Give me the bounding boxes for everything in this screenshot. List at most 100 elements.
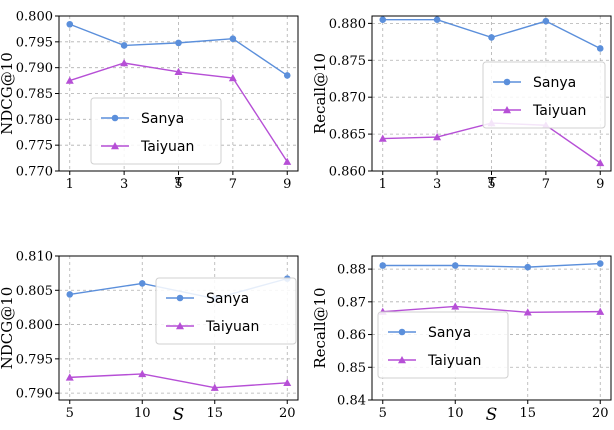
legend-marker-sanya <box>176 294 184 302</box>
plot-frame <box>371 255 612 401</box>
y-tick-label: 0.810 <box>16 250 53 265</box>
y-tick-label: 0.785 <box>16 87 53 102</box>
legend-label-taiyuan: Taiyuan <box>140 139 194 155</box>
data-point-taiyuan <box>523 308 532 316</box>
y-tick-label: 0.795 <box>16 352 53 367</box>
y-tick-label: 0.875 <box>329 54 366 69</box>
y-tick-label: 0.865 <box>329 128 366 143</box>
x-tick-label: 9 <box>283 177 291 192</box>
y-tick-label: 0.860 <box>329 165 366 180</box>
x-tick-label: 7 <box>542 177 550 192</box>
legend-marker-taiyuan <box>503 106 511 114</box>
data-point-taiyuan <box>65 76 74 84</box>
data-point-sanya <box>229 35 237 43</box>
data-point-sanya <box>379 16 387 23</box>
data-point-sanya <box>66 20 74 28</box>
legend-box <box>377 311 509 379</box>
data-point-taiyuan <box>138 369 147 378</box>
data-point-taiyuan <box>596 307 605 315</box>
data-point-sanya <box>138 280 146 287</box>
data-point-sanya <box>66 291 74 298</box>
y-tick-label: 0.88 <box>337 263 366 278</box>
data-point-taiyuan <box>283 378 292 387</box>
legend-label-taiyuan: Taiyuan <box>427 353 481 369</box>
data-point-taiyuan <box>433 133 442 141</box>
data-point-sanya <box>120 42 128 49</box>
x-tick-label: 9 <box>596 177 604 192</box>
legend-marker-sanya <box>398 328 406 336</box>
panel-p1: 0.770 0.775 0.780 0.785 0.790 0.795 0.800 1 3 5 7 9… <box>0 10 299 192</box>
y-tick-label: 0.87 <box>337 295 366 310</box>
legend: Sanya Taiyuan <box>90 97 222 165</box>
legend-box <box>155 277 297 345</box>
x-axis-label: S <box>173 405 185 425</box>
data-point-taiyuan <box>174 67 183 75</box>
y-axis-label: NDCG@10 <box>0 287 16 370</box>
x-tick-label: 5 <box>174 177 182 192</box>
legend-label-sanya: Sanya <box>428 325 471 341</box>
y-tick-label: 0.800 <box>16 318 53 333</box>
legend-marker-sanya <box>111 114 119 122</box>
data-point-taiyuan <box>120 59 129 67</box>
data-point-taiyuan <box>283 157 292 165</box>
plot-frame <box>58 255 299 401</box>
data-point-sanya <box>379 262 387 269</box>
x-axis-label: τ <box>174 171 184 191</box>
y-axis-label: Recall@10 <box>311 287 329 368</box>
y-tick-label: 0.84 <box>337 394 366 409</box>
x-tick-label: 7 <box>229 177 237 192</box>
y-axis-label: Recall@10 <box>311 53 329 134</box>
x-tick-label: 20 <box>592 406 609 421</box>
data-point-sanya <box>451 262 459 269</box>
y-tick-label: 0.800 <box>16 10 53 25</box>
legend-box <box>482 61 606 129</box>
y-tick-label: 0.85 <box>337 361 366 376</box>
x-tick-label: 5 <box>379 406 387 421</box>
y-tick-label: 0.870 <box>329 91 366 106</box>
x-tick-label: 5 <box>487 177 495 192</box>
panel-p4: 0.84 0.85 0.86 0.87 0.88 5 10 15 20 S Recall@10 San… <box>311 255 612 425</box>
legend: Sanya Taiyuan <box>482 61 606 129</box>
y-tick-label: 0.86 <box>337 328 366 343</box>
legend-label-sanya: Sanya <box>141 111 184 127</box>
data-point-taiyuan <box>596 158 605 167</box>
data-point-taiyuan <box>65 373 74 381</box>
data-point-sanya <box>283 72 291 79</box>
legend-marker-taiyuan <box>111 142 119 150</box>
x-tick-label: 5 <box>66 406 74 421</box>
legend-label-sanya: Sanya <box>533 75 576 91</box>
x-tick-label: 1 <box>379 177 387 192</box>
x-tick-label: 20 <box>279 406 296 421</box>
legend-label-taiyuan: Taiyuan <box>532 103 586 119</box>
x-tick-label: 3 <box>433 177 441 192</box>
series-line-taiyuan <box>382 305 601 313</box>
legend-label-sanya: Sanya <box>206 291 249 307</box>
x-tick-label: 15 <box>519 406 536 421</box>
x-tick-label: 1 <box>66 177 74 192</box>
data-point-taiyuan <box>378 134 387 142</box>
data-point-sanya <box>433 16 441 23</box>
x-tick-label: 15 <box>206 406 223 421</box>
legend: Sanya Taiyuan <box>155 277 297 345</box>
legend-label-taiyuan: Taiyuan <box>205 319 259 335</box>
legend-marker-taiyuan <box>398 356 406 364</box>
series-line-taiyuan <box>69 373 288 389</box>
data-point-taiyuan <box>451 302 460 310</box>
y-tick-label: 0.780 <box>16 113 53 128</box>
panel-p2: 0.860 0.865 0.870 0.875 0.880 1 3 5 7 9 τ Recall@10… <box>311 15 612 192</box>
x-tick-label: 3 <box>120 177 128 192</box>
panel-p3: 0.790 0.795 0.800 0.805 0.810 5 10 15 20 S NDCG@10… <box>0 250 299 425</box>
legend-marker-sanya <box>503 78 511 86</box>
y-tick-label: 0.770 <box>16 165 53 180</box>
legend: Sanya Taiyuan <box>377 311 509 379</box>
data-point-sanya <box>488 34 495 41</box>
data-point-taiyuan <box>210 383 219 391</box>
y-tick-label: 0.880 <box>329 17 366 32</box>
data-point-taiyuan <box>228 74 237 82</box>
y-tick-label: 0.790 <box>16 387 53 402</box>
data-point-sanya <box>596 45 604 52</box>
data-point-sanya <box>542 17 550 25</box>
data-point-sanya <box>596 260 604 267</box>
data-point-sanya <box>524 263 532 271</box>
